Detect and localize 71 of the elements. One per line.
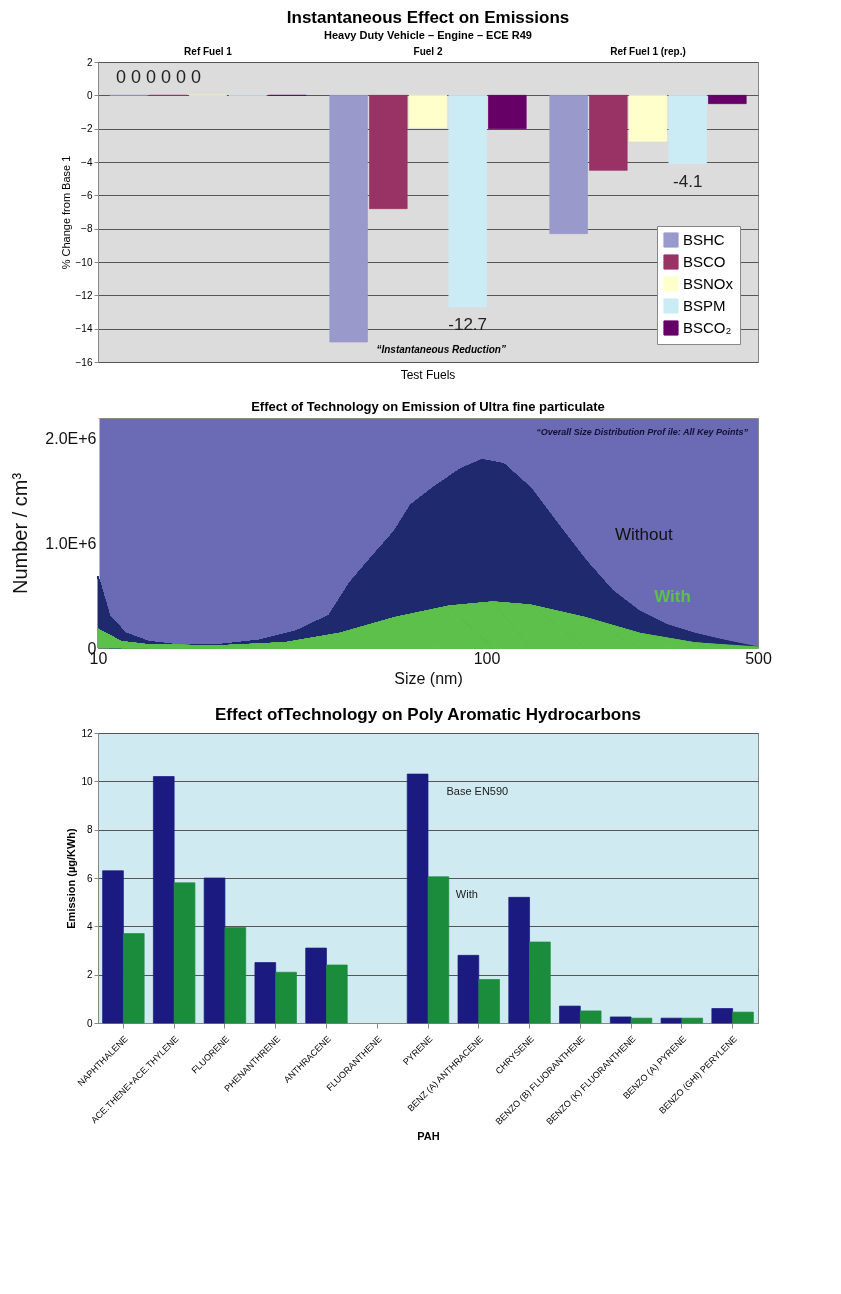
chart-title: Effect ofTechnology on Poly Aromatic Hydrocarbons — [215, 705, 641, 724]
bar — [478, 979, 500, 1024]
bar — [457, 954, 480, 1024]
y-axis-title: % Change from Base 1 — [59, 155, 72, 270]
y-tick-label: 2.0E+6 — [45, 430, 97, 448]
y-tick-label: 0 — [86, 1017, 93, 1029]
x-tick-label: Ref Fuel 1 (rep.) — [610, 45, 686, 57]
legend-label: BSPM — [683, 297, 726, 314]
y-tick-label: −10 — [75, 256, 93, 268]
y-tick-label: 8 — [86, 824, 93, 836]
bar — [579, 1010, 602, 1024]
series-label: With — [455, 887, 478, 900]
y-tick-label: 6 — [86, 872, 93, 884]
x-axis-title: Size (nm) — [394, 669, 463, 687]
x-axis-title: Test Fuels — [400, 368, 456, 382]
y-axis-title: Emission (µg/KWh) — [65, 827, 78, 929]
bar — [203, 877, 226, 1024]
chart-title: Instantaneous Effect on Emissions — [286, 8, 570, 27]
bar — [102, 870, 124, 1024]
series-label: With — [654, 587, 691, 607]
y-tick-label: 10 — [81, 775, 93, 787]
x-tick-label: 500 — [745, 649, 772, 667]
y-tick-label: −12 — [75, 289, 93, 301]
bar — [123, 933, 145, 1024]
bar — [305, 947, 327, 1024]
legend-label: BSCO₂ — [683, 319, 732, 336]
data-label: -4.1 — [673, 171, 703, 191]
bar — [427, 876, 450, 1024]
x-tick-label: 100 — [473, 649, 501, 667]
bar — [660, 1017, 683, 1024]
annotation: “Instantaneous Reduction” — [376, 344, 506, 355]
y-tick-label: 4 — [86, 920, 93, 932]
chart-subtitle: Heavy Duty Vehicle – Engine – ECE R49 — [324, 29, 532, 41]
bar — [224, 927, 247, 1024]
bar — [153, 776, 175, 1024]
bar — [609, 1016, 632, 1024]
chart-title: Effect of Technology on Emission of Ultra fine particulate — [251, 399, 605, 414]
y-tick-label: −6 — [81, 189, 93, 201]
y-axis-title: Number / cm³ — [9, 472, 32, 595]
series-label: Base EN590 — [446, 785, 509, 798]
y-tick-label: −4 — [81, 156, 93, 168]
bar — [529, 941, 551, 1024]
bar — [630, 1017, 653, 1024]
bar — [254, 962, 277, 1024]
y-tick-label: −8 — [81, 223, 93, 235]
series-label: Without — [615, 525, 673, 545]
y-tick-label: 2 — [86, 969, 93, 981]
bar — [173, 882, 196, 1024]
legend-label: BSNOx — [683, 275, 734, 292]
bar — [681, 1017, 703, 1024]
y-tick-label: 12 — [81, 727, 93, 739]
bar — [508, 896, 530, 1024]
y-tick-label: 0 — [86, 89, 93, 101]
bar — [559, 1005, 581, 1024]
y-tick-label: 2 — [86, 56, 93, 68]
y-tick-label: −2 — [81, 123, 93, 135]
x-tick-label: Ref Fuel 1 — [184, 45, 233, 57]
y-tick-label: 1.0E+6 — [45, 534, 97, 552]
bar — [326, 964, 348, 1024]
bar — [711, 1008, 733, 1024]
bar — [732, 1011, 754, 1024]
y-tick-label: −16 — [75, 356, 93, 368]
x-axis-title: PAH — [417, 1129, 440, 1142]
annotation: “Overall Size Distribution Prof ile: All Key Points” — [536, 427, 749, 437]
legend-label: BSHC — [683, 231, 725, 248]
annotation: 0 0 0 0 0 0 — [116, 67, 202, 87]
y-tick-label: −14 — [75, 323, 93, 335]
x-tick-label: Fuel 2 — [413, 45, 443, 57]
bar — [406, 773, 429, 1024]
bar — [275, 971, 297, 1024]
legend-label: BSCO — [683, 253, 726, 270]
